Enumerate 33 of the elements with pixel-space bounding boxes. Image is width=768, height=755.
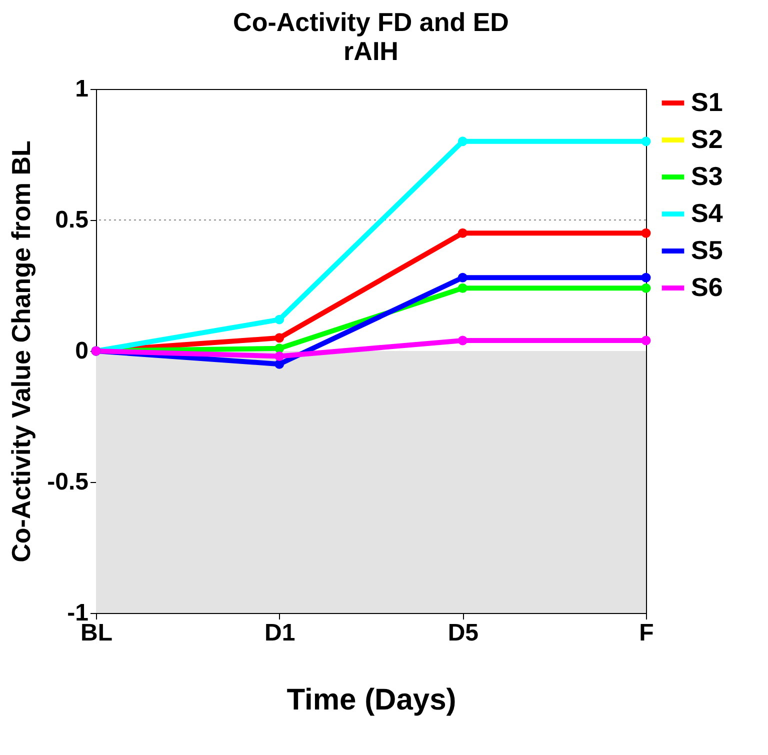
legend-label: S5 [691, 235, 723, 265]
y-tick-label: -0.5 [47, 468, 88, 496]
legend-label: S4 [691, 198, 724, 228]
point [274, 333, 284, 343]
legend-label: S3 [691, 161, 723, 191]
point [641, 228, 651, 238]
point [458, 283, 468, 293]
point [641, 272, 651, 282]
legend-label: S1 [691, 87, 723, 117]
point [274, 359, 284, 369]
point [458, 336, 468, 346]
point [458, 136, 468, 146]
y-tick-label: 1 [75, 76, 88, 102]
point [458, 228, 468, 238]
x-tick-label: F [639, 620, 654, 646]
x-tick-label: BL [80, 620, 112, 646]
point [274, 352, 284, 361]
point [641, 136, 651, 146]
y-tick-label: 0 [75, 338, 88, 364]
y-axis-title: Co-Activity Value Change from BL [6, 140, 36, 562]
y-tick-label: 0.5 [55, 206, 88, 234]
chart-title: Co-Activity FD and ED [233, 7, 509, 37]
x-tick-label: D1 [264, 620, 296, 646]
x-axis-title: Time (Days) [286, 684, 456, 716]
point [274, 314, 284, 324]
chart-subtitle: rAIH [344, 36, 398, 66]
x-tick-label: D5 [448, 620, 479, 646]
point [641, 336, 651, 346]
point [641, 283, 651, 293]
legend-label: S2 [691, 124, 723, 154]
legend-label: S6 [691, 272, 723, 302]
point [274, 344, 284, 354]
point [458, 272, 468, 282]
